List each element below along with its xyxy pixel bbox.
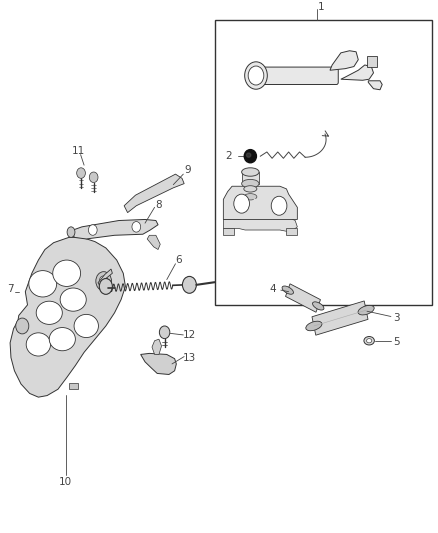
- Ellipse shape: [358, 305, 374, 315]
- Circle shape: [77, 168, 85, 179]
- Circle shape: [89, 172, 98, 183]
- Ellipse shape: [364, 336, 374, 345]
- Polygon shape: [152, 339, 162, 354]
- Ellipse shape: [29, 271, 57, 297]
- Ellipse shape: [242, 168, 259, 176]
- Polygon shape: [98, 269, 113, 285]
- Ellipse shape: [247, 153, 251, 157]
- Text: 6: 6: [176, 255, 182, 265]
- Ellipse shape: [49, 328, 75, 351]
- Ellipse shape: [244, 193, 257, 200]
- Text: 10: 10: [59, 477, 72, 487]
- Polygon shape: [286, 229, 297, 235]
- Text: 9: 9: [184, 165, 191, 175]
- Polygon shape: [147, 235, 160, 249]
- Text: 1: 1: [318, 2, 325, 12]
- Circle shape: [16, 318, 29, 334]
- Ellipse shape: [282, 286, 293, 294]
- Bar: [69, 383, 78, 389]
- Text: 8: 8: [155, 200, 161, 209]
- Polygon shape: [312, 301, 368, 335]
- Ellipse shape: [244, 150, 256, 163]
- Bar: [242, 172, 259, 183]
- FancyBboxPatch shape: [248, 67, 338, 85]
- Text: 13: 13: [183, 353, 197, 362]
- Ellipse shape: [313, 302, 324, 310]
- Bar: [244, 189, 257, 197]
- Text: 4: 4: [269, 284, 276, 294]
- Ellipse shape: [67, 227, 75, 237]
- Circle shape: [132, 222, 141, 232]
- Circle shape: [96, 272, 112, 290]
- Circle shape: [99, 279, 113, 294]
- Text: 11: 11: [72, 146, 85, 156]
- Circle shape: [88, 225, 97, 235]
- Ellipse shape: [245, 62, 267, 89]
- Polygon shape: [124, 174, 184, 213]
- Polygon shape: [10, 237, 125, 397]
- Text: 7: 7: [7, 284, 14, 294]
- Polygon shape: [141, 353, 177, 375]
- Polygon shape: [341, 65, 374, 80]
- Polygon shape: [223, 186, 297, 220]
- Ellipse shape: [367, 338, 372, 343]
- Bar: [367, 56, 377, 67]
- Polygon shape: [223, 229, 234, 235]
- Polygon shape: [330, 51, 358, 70]
- Ellipse shape: [26, 333, 50, 356]
- Circle shape: [183, 277, 196, 293]
- Ellipse shape: [60, 288, 86, 311]
- Polygon shape: [223, 216, 297, 232]
- Ellipse shape: [306, 321, 322, 331]
- Ellipse shape: [74, 314, 99, 337]
- Text: 3: 3: [393, 313, 400, 323]
- Polygon shape: [286, 284, 321, 312]
- Text: 12: 12: [183, 330, 196, 341]
- Circle shape: [99, 276, 108, 286]
- Ellipse shape: [244, 185, 257, 192]
- Circle shape: [234, 194, 250, 213]
- Text: 5: 5: [393, 337, 399, 347]
- Polygon shape: [70, 220, 158, 239]
- Bar: [215, 20, 432, 305]
- Ellipse shape: [53, 260, 81, 286]
- Ellipse shape: [242, 180, 259, 188]
- Ellipse shape: [36, 301, 62, 325]
- Circle shape: [271, 196, 287, 215]
- Polygon shape: [368, 81, 382, 90]
- Text: 2: 2: [226, 151, 232, 161]
- Circle shape: [159, 326, 170, 338]
- Circle shape: [248, 66, 264, 85]
